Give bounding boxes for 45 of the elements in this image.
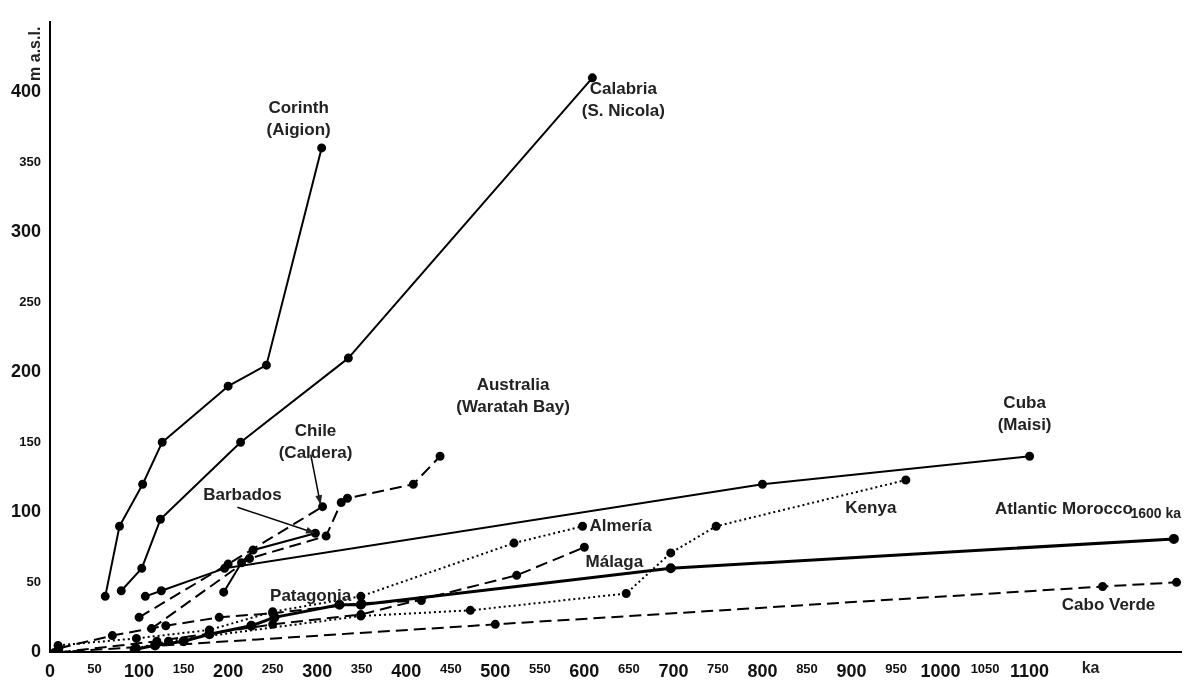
x-tick-label: 50 [87,660,102,676]
x-tick-label: 600 [569,661,600,682]
y-tick-label: 150 [19,433,42,449]
x-tick-label: 150 [172,660,195,676]
x-tick-label: 950 [885,660,907,676]
y-tick-label: 50 [26,573,42,589]
x-tick-label: 250 [261,660,284,676]
text: Chile (Caldera) [278,421,353,463]
x-tick-label: 500 [480,661,511,682]
y-tick-label: 350 [19,153,42,169]
x-tick-label: 400 [391,661,422,682]
text: Australia (Waratah Bay) [456,374,570,416]
x-tick-label: 1000 [920,661,961,682]
y-tick-label: 0 [31,641,42,662]
series-label: Calabria (S. Nicola) [581,78,665,120]
series-label: Cuba (Maisi) [997,392,1052,434]
y-tick-label: 300 [10,220,42,241]
y-tick-label: 100 [10,501,42,522]
series-label: Kenya [845,497,897,517]
series-label: Málaga [585,551,644,571]
x-tick-label: 0 [45,661,56,682]
x-tick-label: 450 [439,660,462,676]
y-tick-label: 400 [10,80,42,101]
series-label: Corinth (Aigion) [266,97,331,139]
x-tick-label: 700 [658,661,689,682]
x-tick-label: 650 [618,660,640,676]
x-tick-label: 1050 [970,660,1000,676]
series-label: Patagonia [270,585,352,605]
x-tick-label: 550 [528,660,551,676]
x-tick-label: 1100 [1010,661,1050,682]
x-tick-label: 300 [302,661,333,682]
y-axis-title: m a.s.l. [26,26,44,81]
series-label: Almería [589,515,653,535]
x-tick-label: 750 [707,660,729,676]
text: Barbados [203,484,282,504]
x-tick-label: 900 [836,661,867,682]
x-tick-label: 850 [796,660,818,676]
y-tick-label: 200 [10,361,42,382]
y-tick-label: 250 [19,293,42,309]
x-tick-label: 350 [350,660,373,676]
x-tick-label: 100 [124,661,155,682]
x-tick-label: 800 [747,661,778,682]
x-tick-label: 200 [213,661,244,682]
x-axis-title: ka [1081,658,1100,676]
series-label: Cabo Verde [1061,595,1156,615]
